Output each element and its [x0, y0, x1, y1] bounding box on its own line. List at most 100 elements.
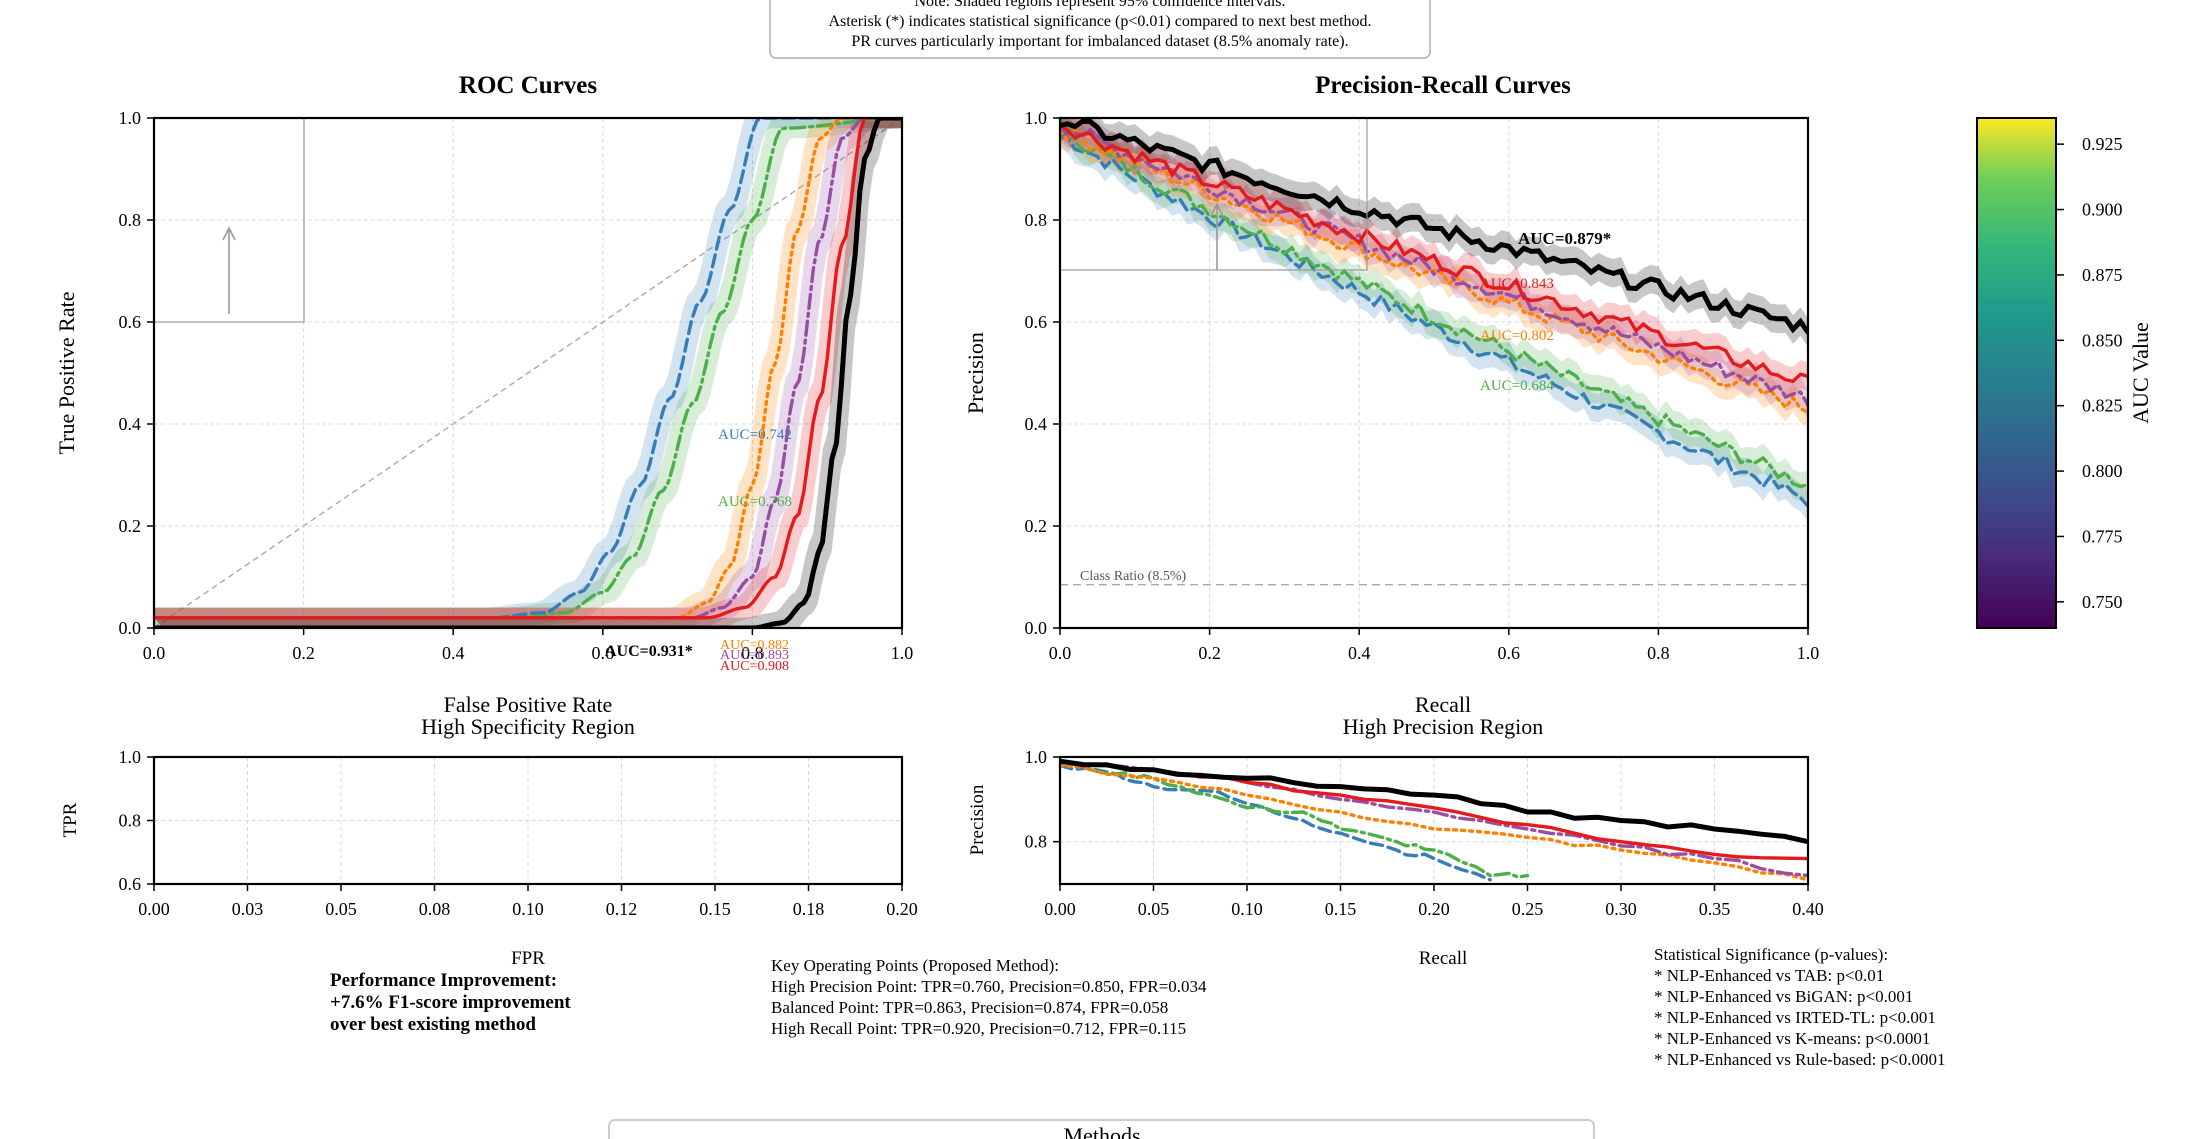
roc-ytick-label: 0.4 — [119, 414, 142, 434]
colorbar-tick-label: 0.900 — [2082, 200, 2123, 220]
pr-xtick-label: 0.2 — [1198, 643, 1221, 663]
pr-zoom-panel: High Precision Region 0.00 0.05 0.10 0.15 0.… — [967, 714, 1824, 969]
significance-tab: * NLP-Enhanced vs TAB: p<0.01 — [1654, 966, 1884, 985]
pr-auc-label-proposed: AUC=0.879* — [1518, 229, 1611, 248]
roc-zoom-ticks: 0.00 0.03 0.05 0.08 0.10 0.12 0.15 0.18 0.20 0.6 0… — [119, 747, 918, 919]
roc-ytick-label: 0.2 — [119, 516, 142, 536]
roc-line-nlp-enhanced-proposed — [154, 118, 902, 628]
roc-ylabel: True Positive Rate — [54, 292, 79, 455]
pr-ytick-label: 1.0 — [1025, 108, 1048, 128]
rocz-xtick-label: 0.00 — [138, 899, 170, 919]
roc-auc-label-irted: AUC=0.893 — [720, 648, 789, 663]
prz-xtick-label: 0.00 — [1044, 899, 1076, 919]
operating-point-high-precision: High Precision Point: TPR=0.760, Precisi… — [771, 977, 1207, 996]
prz-xtick-label: 0.30 — [1605, 899, 1637, 919]
pr-ytick-label: 0.4 — [1025, 414, 1048, 434]
roc-zoom-grid — [153, 756, 903, 885]
roc-title: ROC Curves — [459, 72, 597, 99]
pr-zoom-title: High Precision Region — [1343, 714, 1543, 739]
roc-xtick-label: 0.0 — [143, 643, 166, 663]
pr-line-tab — [1060, 123, 1808, 384]
significance-rule: * NLP-Enhanced vs Rule-based: p<0.0001 — [1654, 1050, 1945, 1069]
pr-xtick-label: 0.8 — [1647, 643, 1670, 663]
pr-zoom-line-bigan — [1060, 763, 1808, 882]
improvement-line-3: over best existing method — [330, 1014, 536, 1035]
pr-line-bigan — [1060, 125, 1808, 415]
note-box: Note: Shaded regions represent 95% confi… — [769, 0, 1431, 59]
rocz-xtick-label: 0.15 — [699, 899, 731, 919]
pr-ytick-label: 0.2 — [1025, 516, 1048, 536]
pr-ytick-label: 0.8 — [1025, 210, 1048, 230]
rocz-xtick-label: 0.10 — [512, 899, 544, 919]
pr-ytick-label: 0.6 — [1025, 312, 1048, 332]
roc-axes-frame — [152, 116, 904, 630]
prz-xtick-label: 0.10 — [1231, 899, 1263, 919]
significance-title: Statistical Significance (p-values): — [1654, 945, 1888, 964]
colorbar-tick-label: 0.825 — [2082, 396, 2123, 416]
pr-line-irted-tl — [1060, 125, 1808, 407]
pr-auc-label-tab: AUC=0.843 — [1480, 276, 1554, 292]
improvement-line-1: Performance Improvement: — [330, 970, 557, 991]
roc-series-lines — [154, 118, 902, 628]
operating-points-title: Key Operating Points (Proposed Method): — [771, 956, 1059, 975]
prz-xtick-label: 0.05 — [1138, 899, 1170, 919]
pr-ticks: 0.0 0.2 0.4 0.6 0.8 1.0 0.0 0.2 0.4 0.6 0.8 1.0 — [1025, 108, 1820, 663]
roc-xtick-label: 1.0 — [891, 643, 914, 663]
pr-line-nlp-enhanced-proposed — [1060, 118, 1808, 335]
pr-band-nlp-enhanced-proposed — [1060, 118, 1808, 347]
significance-bigan: * NLP-Enhanced vs BiGAN: p<0.001 — [1654, 987, 1913, 1006]
rocz-xtick-label: 0.18 — [793, 899, 825, 919]
pr-xtick-label: 0.6 — [1498, 643, 1521, 663]
pr-xlabel: Recall — [1415, 692, 1471, 717]
rocz-ytick-label: 0.8 — [119, 811, 142, 831]
roc-band-k-means — [154, 118, 902, 628]
roc-auc-label-kmeans: AUC=0.742 — [718, 427, 792, 443]
pr-band-rule-based — [1060, 118, 1808, 501]
legend-frame — [608, 1119, 1595, 1139]
pr-line-k-means — [1060, 131, 1808, 508]
roc-ytick-label: 1.0 — [119, 108, 142, 128]
pr-band-irted-tl — [1060, 118, 1808, 420]
colorbar-gradient — [1976, 117, 2057, 629]
legend: Methods — [608, 1119, 1595, 1139]
roc-auc-label-bigan: AUC=0.882 — [720, 638, 789, 653]
colorbar-tick-label: 0.850 — [2082, 330, 2123, 350]
pr-zoom-line-nlp-enhanced-proposed — [1060, 758, 1808, 845]
pr-zoom-ylabel: Precision — [967, 784, 988, 855]
roc-xtick-label: 0.8 — [741, 643, 764, 663]
roc-band-irted-tl — [154, 118, 902, 628]
pr-zoom-arrowhead — [1210, 202, 1224, 217]
pr-auc-label-rule: AUC=0.684 — [1480, 378, 1554, 394]
pr-auc-label-bigan: AUC=0.802 — [1480, 328, 1554, 344]
pr-panel: Precision-Recall Curves 0.0 0.2 0.4 0.6 0.8 1… — [963, 72, 1819, 717]
colorbar-tick-label: 0.800 — [2082, 461, 2123, 481]
pr-zoom-line-k-means — [1060, 763, 1492, 882]
prz-xtick-label: 0.25 — [1512, 899, 1544, 919]
pr-zoom-ticks: 0.00 0.05 0.10 0.15 0.20 0.25 0.30 0.35 0.40 0.8 1… — [1025, 747, 1824, 919]
roc-zoom-xlabel: FPR — [511, 948, 545, 969]
roc-xtick-label: 0.4 — [442, 643, 465, 663]
prz-xtick-label: 0.40 — [1792, 899, 1824, 919]
roc-ytick-label: 0.0 — [119, 618, 142, 638]
rocz-xtick-label: 0.20 — [886, 899, 918, 919]
pr-class-ratio-label: Class Ratio (8.5%) — [1080, 569, 1186, 584]
pr-zoom-xlabel: Recall — [1419, 948, 1468, 969]
roc-panel: ROC Curves 0.0 0.2 0.4 0.6 0.8 1.00.00.20.40.… — [54, 72, 913, 717]
roc-zoom-panel: High Specificity Region 0.00 0.03 0.05 0.08… — [60, 714, 918, 969]
operating-point-balanced: Balanced Point: TPR=0.863, Precision=0.8… — [771, 998, 1168, 1017]
prz-xtick-label: 0.20 — [1418, 899, 1450, 919]
roc-confidence-bands — [154, 118, 902, 628]
note-line-2: Asterisk (*) indicates statistical signi… — [828, 13, 1371, 30]
prz-xtick-label: 0.35 — [1699, 899, 1731, 919]
pr-xtick-label: 0.0 — [1049, 643, 1072, 663]
prz-ytick-label: 1.0 — [1025, 747, 1048, 767]
pr-zoom-grid — [1059, 756, 1809, 884]
roc-xtick-label: 0.2 — [292, 643, 315, 663]
pr-series-lines — [1060, 118, 1808, 508]
legend-title: Methods — [1064, 1123, 1141, 1139]
colorbar-label: AUC Value — [2128, 322, 2153, 424]
operating-point-high-recall: High Recall Point: TPR=0.920, Precision=… — [771, 1019, 1186, 1038]
pr-band-k-means — [1060, 119, 1808, 521]
significance-box: Statistical Significance (p-values): * N… — [1654, 945, 1945, 1069]
